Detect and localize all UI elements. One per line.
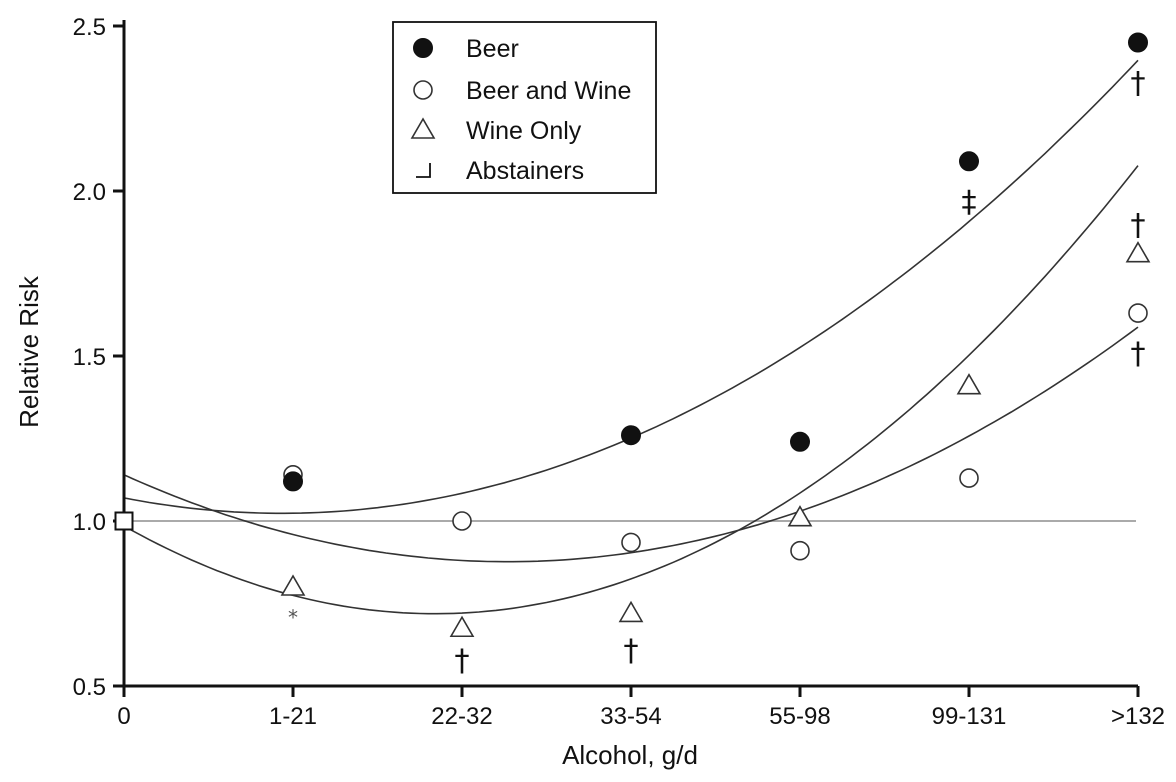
legend-marker [413, 80, 433, 100]
legend-marker [410, 117, 436, 139]
tick-layer: 0 1-21 22-32 33-54 55-98 99-131 >132 0.5 1.0 1.5 2… [73, 14, 1165, 730]
x-tick-label: 22-32 [431, 703, 492, 730]
legend-marker [413, 38, 433, 58]
data-point-wine-only [449, 615, 475, 638]
data-point-wine-only [618, 600, 644, 623]
data-point-wine-only [787, 505, 813, 527]
data-point-beer [621, 425, 641, 446]
x-tick-label: 99-131 [932, 703, 1007, 730]
legend-box [392, 21, 657, 194]
y-tick-label: 2.0 [73, 179, 106, 206]
y-tick-label: 1.0 [73, 509, 106, 536]
x-axis-title: Alcohol, g/d [562, 740, 698, 770]
y-tick-label: 0.5 [73, 674, 106, 701]
y-tick-label: 1.5 [73, 344, 106, 371]
significance-mark: † [1131, 208, 1146, 243]
data-point-wine-only [956, 373, 982, 395]
legend-label: Abstainers [466, 157, 584, 185]
data-point-beer [283, 471, 303, 492]
data-point-layer [114, 32, 1151, 638]
x-tick-label: >132 [1111, 703, 1165, 730]
significance-mark: † [1131, 66, 1146, 101]
legend-marker [416, 163, 431, 178]
data-point-beer [1128, 32, 1148, 53]
legend-label: Wine Only [466, 117, 582, 145]
data-point-beer [790, 431, 810, 452]
data-point-beer-and-wine [959, 468, 979, 488]
fit-curve-beer-and-wine [123, 326, 1139, 563]
x-tick-label: 1-21 [269, 703, 317, 730]
significance-mark: † [1131, 337, 1146, 372]
legend-label: Beer [466, 35, 519, 63]
x-tick-label: 0 [117, 703, 130, 730]
data-point-abstainers [114, 511, 134, 531]
data-point-beer-and-wine [1128, 303, 1148, 323]
y-axis-title: Relative Risk [14, 275, 44, 428]
y-tick-label: 2.5 [73, 14, 106, 41]
significance-mark: † [455, 644, 470, 679]
data-point-beer [959, 151, 979, 172]
data-point-beer-and-wine [790, 540, 810, 561]
x-tick-label: 33-54 [600, 703, 661, 730]
data-point-beer-and-wine [621, 532, 641, 553]
significance-mark: ‡ [962, 185, 977, 220]
data-point-wine-only [1125, 241, 1151, 263]
significance-mark: † [624, 634, 639, 669]
data-point-beer-and-wine [452, 511, 472, 531]
legend: Beer Beer and Wine Wine Only Abstainers [392, 21, 657, 194]
x-tick-label: 55-98 [769, 703, 830, 730]
data-point-wine-only [280, 574, 306, 596]
significance-mark: * [288, 605, 298, 629]
significance-annotation-layer: * † † ‡ † † † [288, 66, 1146, 679]
legend-label: Beer and Wine [466, 77, 631, 105]
